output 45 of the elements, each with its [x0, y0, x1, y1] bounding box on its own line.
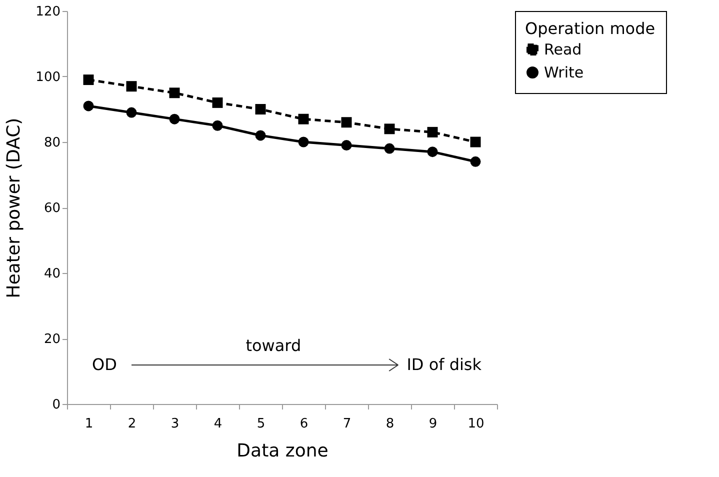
y-tick-label: 80	[44, 136, 60, 150]
point	[169, 88, 180, 98]
y-tick-label: 120	[36, 4, 60, 20]
point	[126, 107, 137, 118]
y-tick-label: 60	[44, 201, 60, 216]
x-tick-label: 2	[128, 416, 136, 432]
point	[470, 136, 481, 148]
point	[384, 143, 395, 154]
x-axis-title: Data zone	[236, 440, 328, 462]
x-tick-label: 4	[214, 416, 222, 432]
point	[83, 74, 94, 86]
legend-label: Read	[544, 40, 582, 58]
point	[427, 126, 438, 138]
point	[384, 124, 395, 134]
y-tick-label: 100	[36, 70, 60, 85]
x-tick-label: 10	[468, 416, 484, 432]
point	[427, 146, 438, 158]
x-tick-label: 9	[428, 416, 438, 432]
x-tick-label: 5	[256, 416, 266, 432]
point	[212, 97, 223, 108]
y-tick-label: 0	[52, 398, 60, 412]
x-tick-label: 7	[342, 416, 352, 432]
x-tick-label: 1	[84, 416, 94, 432]
point	[298, 114, 309, 124]
point	[212, 120, 223, 131]
y-tick-label: 20	[44, 332, 60, 347]
legend-label: Write	[544, 64, 584, 82]
point	[341, 140, 352, 151]
point	[255, 104, 266, 114]
point	[298, 136, 309, 148]
y-axis-title: Heater power (DAC)	[4, 118, 25, 298]
annotation: OD	[92, 355, 117, 374]
point	[470, 156, 481, 167]
legend-title: Operation mode	[525, 19, 656, 38]
point	[341, 117, 352, 128]
x-tick-label: 3	[170, 416, 180, 432]
point	[255, 130, 266, 141]
x-tick-label: 8	[386, 416, 394, 432]
y-tick-label: 40	[44, 266, 60, 282]
point	[83, 100, 94, 112]
x-tick-label: 6	[300, 416, 308, 432]
point	[169, 114, 180, 124]
point	[126, 81, 137, 92]
annotation: toward	[246, 336, 302, 355]
annotation: ID of disk	[406, 355, 482, 374]
